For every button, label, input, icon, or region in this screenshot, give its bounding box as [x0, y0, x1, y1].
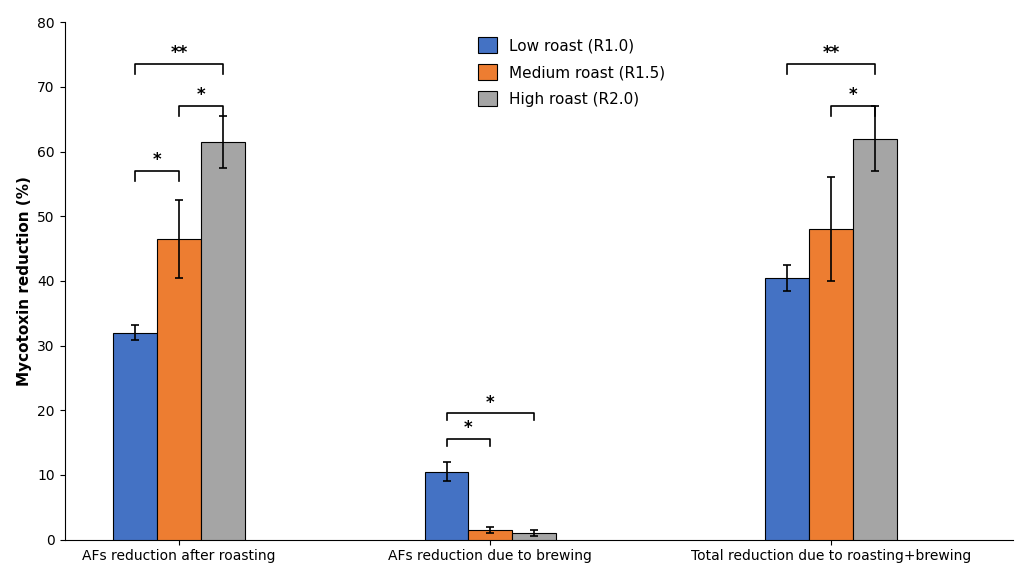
Text: *: * — [486, 394, 494, 412]
Bar — [512, 533, 556, 539]
Bar — [853, 139, 896, 539]
Text: **: ** — [822, 44, 839, 62]
Bar — [809, 229, 853, 539]
Bar — [113, 333, 157, 539]
Text: *: * — [465, 419, 473, 437]
Bar — [424, 472, 469, 539]
Text: *: * — [849, 86, 857, 104]
Bar — [201, 142, 244, 539]
Y-axis label: Mycotoxin reduction (%): Mycotoxin reduction (%) — [16, 176, 32, 386]
Text: **: ** — [170, 44, 187, 62]
Bar — [157, 239, 201, 539]
Text: *: * — [152, 151, 162, 169]
Text: *: * — [197, 86, 205, 104]
Bar — [765, 278, 809, 539]
Bar — [469, 530, 512, 539]
Legend: Low roast (R1.0), Medium roast (R1.5), High roast (R2.0): Low roast (R1.0), Medium roast (R1.5), H… — [471, 30, 673, 114]
